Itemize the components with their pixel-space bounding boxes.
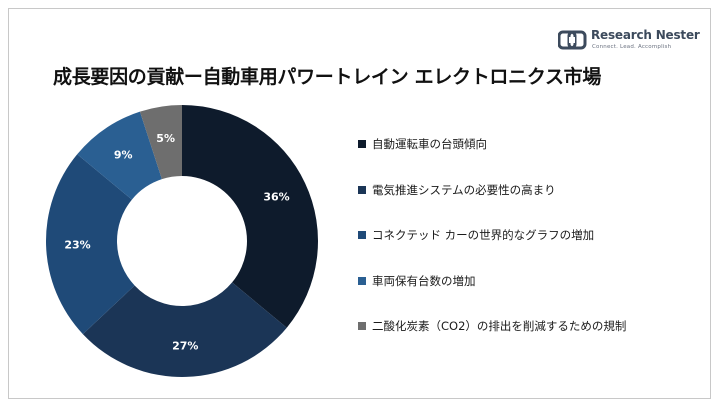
slice-value-label: 23% [64, 238, 90, 251]
legend-item: コネクテッド カーの世界的なグラフの増加 [358, 225, 594, 245]
brand-name: Research Nester [591, 28, 700, 42]
donut-slice [77, 111, 162, 200]
legend-item: 二酸化炭素（CO2）の排出を削減するための規制 [358, 316, 626, 336]
legend-label: 自動運転車の台頭傾向 [372, 137, 487, 151]
donut-slice-labels: 36% 27% 23% 9% 5% [64, 132, 289, 353]
donut-slices [45, 105, 318, 377]
legend-item: 車両保有台数の増加 [358, 271, 476, 291]
slice-value-label: 5% [156, 132, 175, 145]
legend-label: 車両保有台数の増加 [372, 273, 476, 288]
legend-item: 自動運転車の台頭傾向 [358, 134, 487, 154]
legend-swatch [358, 140, 366, 148]
legend-swatch [358, 276, 366, 285]
donut-slice [82, 282, 287, 377]
donut-slice [182, 105, 318, 328]
chart-title: 成長要因の貢献ー自動車用パワートレイン エレクトロニクス市場 [53, 66, 602, 88]
brand-logo: Research Nester Connect. Lead. Accomplis… [558, 28, 700, 54]
legend-item: 電気推進システムの必要性の高まり [358, 180, 556, 200]
donut-slice [45, 154, 135, 335]
donut-slice [139, 105, 182, 180]
slice-value-label: 27% [172, 339, 198, 352]
slice-value-label: 9% [114, 149, 133, 162]
legend-label: 二酸化炭素（CO2）の排出を削減するための規制 [372, 319, 627, 333]
brand-tagline: Connect. Lead. Accomplish [592, 44, 672, 50]
brand-logo-icon [558, 30, 587, 50]
slice-value-label: 36% [263, 191, 289, 204]
legend-label: 電気推進システムの必要性の高まり [372, 182, 556, 197]
legend-swatch [358, 322, 366, 330]
legend-label: コネクテッド カーの世界的なグラフの増加 [372, 228, 595, 242]
legend-swatch [358, 185, 366, 194]
legend-swatch [358, 231, 366, 239]
